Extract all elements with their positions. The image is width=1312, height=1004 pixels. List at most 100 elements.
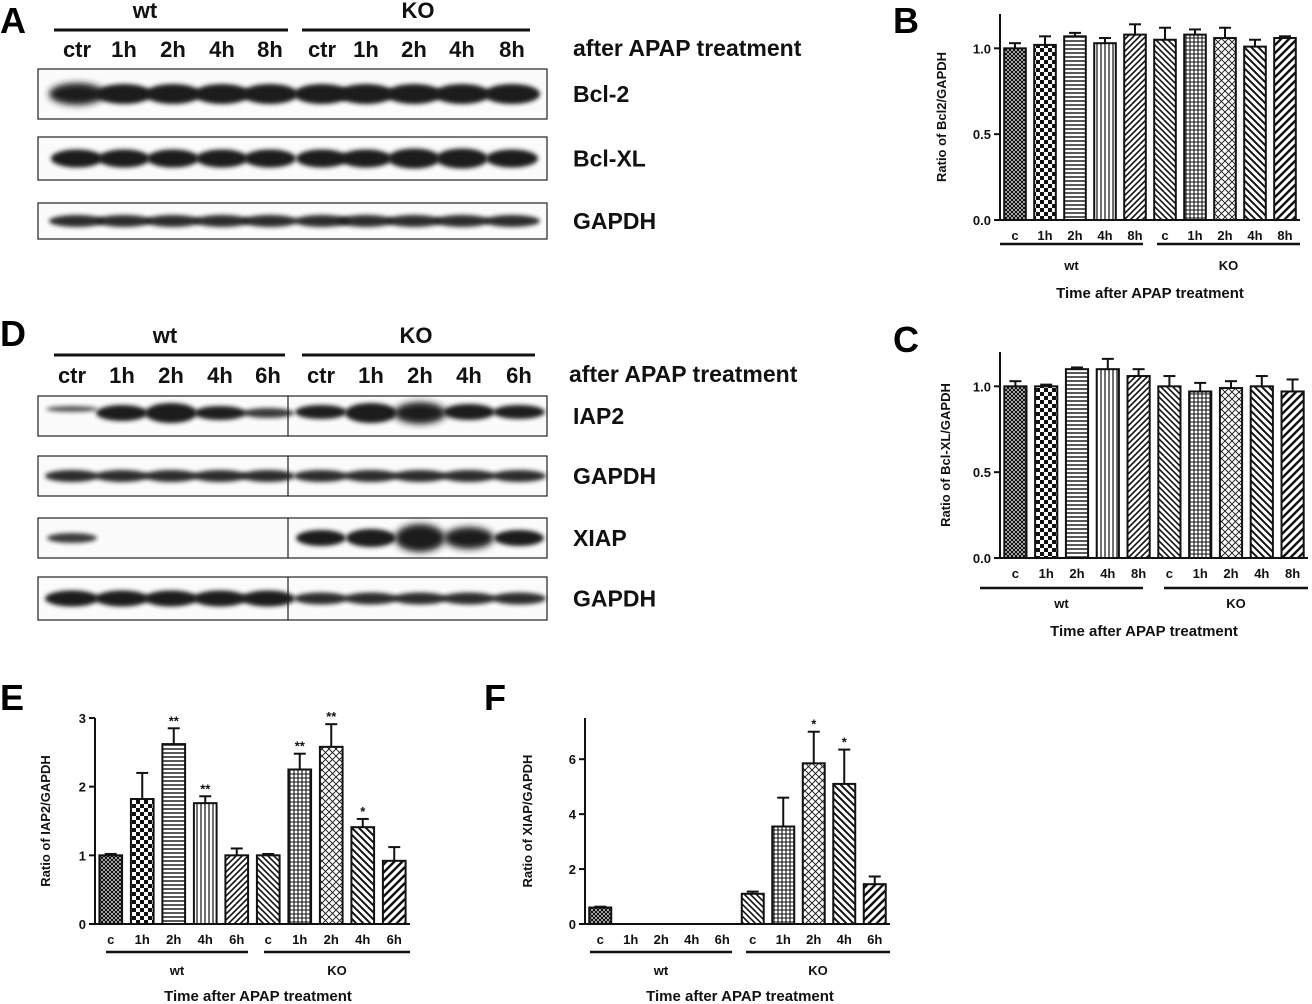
- x-tick-label: 4h: [1247, 228, 1262, 243]
- x-tick-label: 2h: [1067, 228, 1082, 243]
- bar-ko-8h: [1273, 37, 1297, 221]
- blot-band: [51, 149, 103, 168]
- blot-band: [294, 215, 350, 227]
- blot-band: [193, 590, 247, 607]
- blot-band: [194, 406, 246, 420]
- treatment-label: after APAP treatment: [569, 361, 798, 387]
- blot-band: [492, 470, 546, 482]
- bar-ko-6h: [862, 883, 887, 926]
- bar-ko-2h: [1218, 387, 1244, 559]
- lane-label-4h: 4h: [207, 363, 233, 388]
- x-tick-label: c: [1161, 228, 1168, 243]
- blot-band: [388, 148, 440, 169]
- blot-band: [345, 403, 397, 423]
- x-tick-label: 8h: [1127, 228, 1142, 243]
- lane-label-1h: 1h: [353, 37, 379, 62]
- blot-band: [344, 592, 398, 605]
- group-label-ko: KO: [1226, 596, 1246, 611]
- y-axis-label: Ratio of Bcl-XL/GAPDH: [938, 383, 953, 527]
- bar-wt-2h: [1064, 368, 1090, 559]
- blot-row-label: GAPDH: [573, 586, 656, 612]
- x-tick-label: 8h: [1131, 566, 1146, 581]
- bar-ko-1h: [771, 825, 796, 926]
- lane-label-2h: 2h: [158, 363, 184, 388]
- x-tick-label: 8h: [1277, 228, 1292, 243]
- x-tick-label: 6h: [387, 932, 402, 947]
- group-label-ko: KO: [402, 0, 435, 23]
- panel-label-b: B: [893, 0, 919, 41]
- panel-label-f: F: [484, 677, 506, 718]
- lane-label-4h: 4h: [456, 363, 482, 388]
- blot-band: [444, 527, 494, 549]
- group-label-ko: KO: [1219, 258, 1239, 273]
- group-label-wt: wt: [653, 963, 669, 978]
- bar-ko-6h: [381, 859, 407, 925]
- blot-band: [196, 149, 248, 168]
- bar-wt-c: [1003, 385, 1028, 560]
- y-axis-label: Ratio of XIAP/GAPDH: [520, 755, 535, 888]
- x-tick-label: c: [265, 932, 272, 947]
- blot-band: [394, 402, 446, 424]
- x-tick-label: 1h: [1193, 566, 1208, 581]
- blot-band: [45, 470, 99, 482]
- blot-band: [434, 84, 490, 104]
- panel-label-e: E: [0, 677, 24, 718]
- blot-band: [395, 524, 445, 552]
- group-label-wt: wt: [1053, 596, 1069, 611]
- blot-band: [145, 403, 197, 423]
- bar-wt-1h: [1034, 385, 1059, 560]
- blot-row-iap2: IAP2: [37, 395, 624, 437]
- blot-band: [147, 149, 199, 168]
- bar-ko-4h: [832, 782, 857, 925]
- y-tick-label: 2: [569, 862, 576, 877]
- blot-band: [338, 84, 394, 104]
- blot-band: [386, 84, 442, 104]
- bar-wt-4h: [192, 802, 218, 925]
- blot-band: [145, 84, 201, 104]
- blot-band: [434, 215, 490, 227]
- significance-marker: *: [360, 804, 366, 819]
- x-tick-label: 1h: [292, 932, 307, 947]
- bar-ko-4h: [1249, 385, 1274, 560]
- bar-wt-c: [588, 906, 613, 926]
- blot-band: [493, 405, 545, 419]
- x-tick-label: 2h: [806, 932, 821, 947]
- blot-band: [386, 215, 442, 227]
- bar-ko-1h: [1183, 33, 1207, 221]
- x-tick-label: 4h: [1097, 228, 1112, 243]
- bar-ko-c: [740, 892, 765, 926]
- blot-band: [486, 149, 538, 168]
- blot-band: [95, 470, 149, 482]
- blot-band: [194, 84, 250, 104]
- y-tick-label: 0.0: [973, 213, 991, 228]
- blot-band: [436, 148, 488, 169]
- blot-band: [344, 470, 398, 482]
- blot-band: [494, 530, 544, 546]
- x-tick-label: c: [107, 932, 114, 947]
- western-blot-a: wt KO ctr 1h 2h 4h 8h ctr 1h 2h 4h 8h after APAP …: [37, 0, 802, 240]
- bar-wt-1h: [1033, 43, 1057, 222]
- blot-band: [241, 470, 295, 482]
- blot-band: [340, 149, 392, 168]
- y-axis-label: Ratio of IAP2/GAPDH: [38, 755, 53, 886]
- y-tick-label: 0.5: [973, 127, 991, 142]
- bar-wt-6h: [224, 854, 250, 925]
- x-tick-label: 2h: [1069, 566, 1084, 581]
- blot-row-bcl-2: Bcl-2: [37, 68, 629, 120]
- bar-ko-2h: [801, 762, 826, 925]
- y-tick-label: 0: [79, 917, 86, 932]
- lane-label-6h: 6h: [506, 363, 532, 388]
- y-tick-label: 1: [79, 848, 86, 863]
- western-blot-d: wt KO ctr 1h 2h 4h 6h ctr 1h 2h 4h 6h after APAP …: [37, 323, 798, 621]
- blot-band: [442, 592, 496, 605]
- bar-ko-1h: [1188, 390, 1213, 559]
- blot-band: [193, 470, 247, 482]
- lane-label-4h: 4h: [209, 37, 235, 62]
- blot-band: [194, 215, 250, 227]
- blot-band: [484, 215, 540, 227]
- x-tick-label: 6h: [229, 932, 244, 947]
- blot-row-label: XIAP: [573, 525, 627, 551]
- lane-label-1h: 1h: [358, 363, 384, 388]
- blot-band: [492, 592, 546, 605]
- blot-band: [296, 149, 348, 168]
